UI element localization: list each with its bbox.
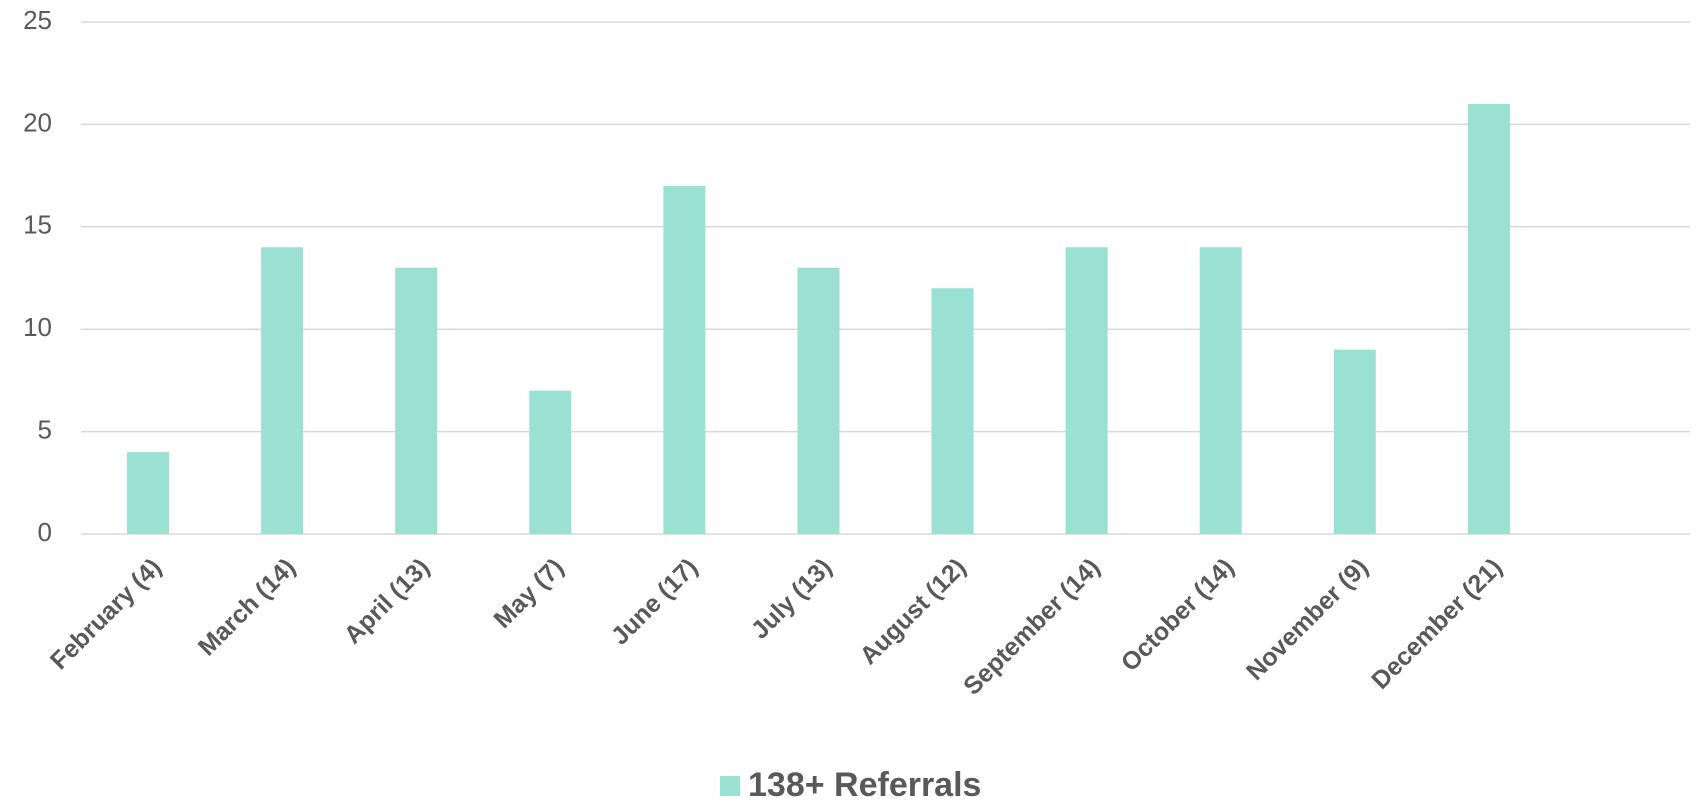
bar (931, 288, 974, 534)
bar (1467, 103, 1510, 535)
x-tick-label: July (13) (746, 553, 838, 645)
x-tick-label: June (17) (606, 553, 703, 650)
bar (395, 267, 438, 534)
bar (261, 247, 304, 534)
x-tick-label: February (4) (45, 553, 167, 675)
y-tick-label: 15 (23, 210, 52, 240)
x-tick-label: April (13) (339, 553, 435, 649)
x-tick-label: August (12) (854, 553, 971, 670)
bar (127, 452, 170, 534)
y-tick-label: 0 (38, 517, 52, 547)
x-tick-label: March (14) (193, 553, 301, 661)
bar (1199, 247, 1242, 534)
x-tick-label: December (21) (1366, 553, 1508, 695)
y-tick-label: 25 (23, 5, 52, 35)
bar (663, 185, 706, 534)
legend-swatch (720, 776, 740, 796)
bar (1065, 247, 1108, 534)
bar (797, 267, 840, 534)
x-tick-label: November (9) (1241, 553, 1374, 686)
y-tick-label: 5 (38, 414, 52, 444)
y-tick-label: 10 (23, 312, 52, 342)
x-tick-label: October (14) (1116, 553, 1240, 677)
x-tick-label: September (14) (958, 553, 1106, 701)
y-tick-label: 20 (23, 107, 52, 137)
bar (1333, 349, 1376, 534)
legend-label: 138+ Referrals (748, 766, 981, 804)
bar (529, 390, 572, 534)
x-tick-label: May (7) (488, 553, 569, 634)
